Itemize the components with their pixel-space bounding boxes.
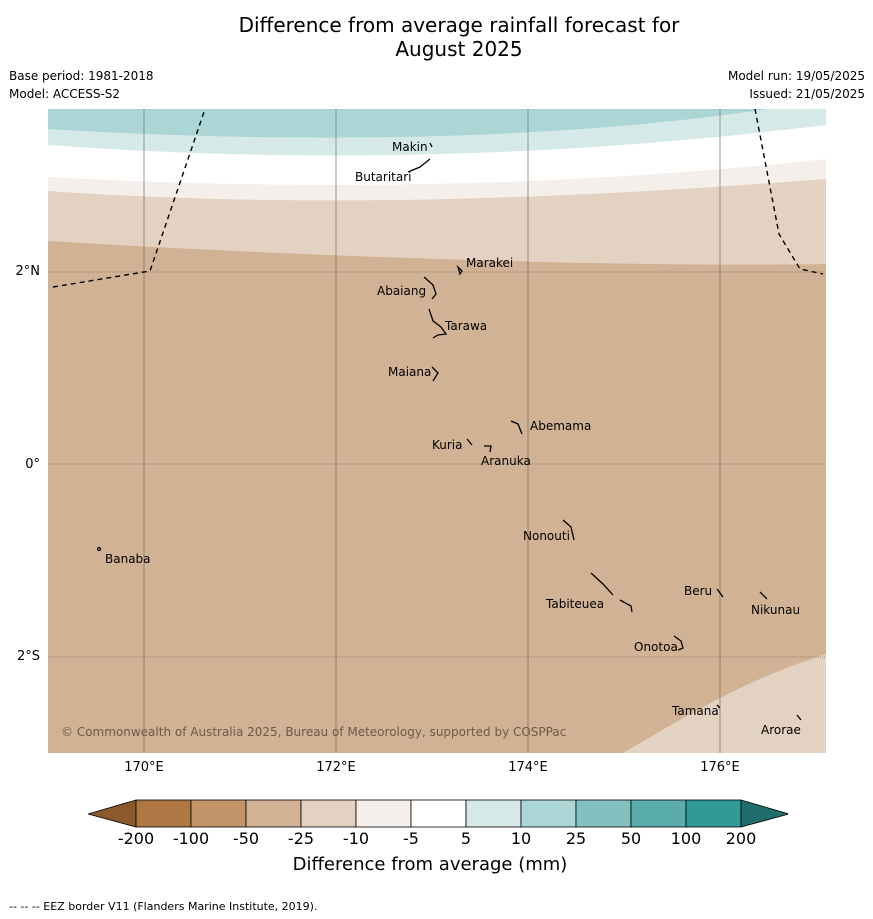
colorbar-segment	[575, 799, 632, 828]
label-banaba: Banaba	[105, 552, 151, 566]
label-nikunau: Nikunau	[751, 603, 800, 617]
colorbar-tick-label: 10	[510, 829, 532, 848]
label-arorae: Arorae	[761, 723, 801, 737]
rain-band-wet	[48, 109, 768, 138]
island-shape-makin	[429, 142, 433, 148]
colorbar-arrow-high	[740, 799, 791, 828]
island-shape-nikunau	[759, 591, 768, 600]
colorbar-tick-label: -10	[342, 829, 370, 848]
title-line-1: Difference from average rainfall forecas…	[238, 13, 680, 37]
colorbar-tick-label: 50	[620, 829, 642, 848]
label-maiana: Maiana	[388, 365, 431, 379]
label-aranuka: Aranuka	[481, 454, 531, 468]
colorbar-title: Difference from average (mm)	[292, 854, 568, 875]
island-shape-kuria	[466, 438, 473, 446]
lat-label-2n: 2°N	[15, 264, 41, 279]
island-shape-tamana	[716, 704, 721, 709]
model-run: Model run: 19/05/2025	[727, 69, 865, 83]
lon-label-174e: 174°E	[508, 760, 548, 775]
colorbar-arrow-low	[86, 799, 137, 828]
island-shape-arorae	[796, 714, 802, 721]
label-nonouti: Nonouti	[523, 529, 570, 543]
island-shape-onotoa	[673, 635, 684, 651]
parallels	[48, 271, 826, 658]
eez-line-east	[754, 109, 824, 275]
colorbar-segment	[300, 799, 357, 828]
island-shape-marakei	[456, 264, 463, 276]
island-shape-abemama	[510, 420, 523, 435]
colorbar-segment	[465, 799, 522, 828]
colorbar-tick-label: -100	[172, 829, 210, 848]
island-shape-tabiteuea	[590, 572, 633, 613]
island-shape-beru	[716, 588, 724, 598]
colorbar-segment	[410, 799, 467, 828]
copyright-notice: © Commonwealth of Australia 2025, Bureau…	[61, 725, 566, 739]
label-tabiteuea: Tabiteuea	[545, 597, 604, 611]
colorbar-tick-label: -200	[117, 829, 155, 848]
lat-label-0: 0°	[25, 457, 40, 472]
label-marakei: Marakei	[466, 256, 513, 270]
island-labels: Makin Butaritari Marakei Abaiang Tarawa …	[105, 140, 801, 737]
colorbar-graphic	[86, 799, 791, 828]
colorbar-segment	[520, 799, 577, 828]
rain-band-southeast	[623, 654, 826, 753]
label-tarawa: Tarawa	[444, 319, 487, 333]
map-title: Difference from average rainfall forecas…	[0, 13, 873, 61]
map-panel: Makin Butaritari Marakei Abaiang Tarawa …	[48, 109, 826, 753]
colorbar-segment	[190, 799, 247, 828]
label-makin: Makin	[392, 140, 428, 154]
lon-label-170e: 170°E	[124, 760, 164, 775]
label-tamana: Tamana	[671, 704, 719, 718]
meta-right: Model run: 19/05/2025 Issued: 21/05/2025	[728, 67, 865, 103]
label-abaiang: Abaiang	[377, 284, 426, 298]
eez-footnote: -- -- -- EEZ border V11 (Flanders Marine…	[9, 900, 318, 913]
lon-label-172e: 172°E	[316, 760, 356, 775]
colorbar-segment	[630, 799, 687, 828]
map-canvas: Makin Butaritari Marakei Abaiang Tarawa …	[48, 109, 826, 753]
eez-border	[52, 109, 824, 288]
graticule	[143, 109, 721, 753]
issued-date: Issued: 21/05/2025	[749, 87, 865, 101]
island-shape-aranuka	[484, 445, 492, 453]
title-line-2: August 2025	[395, 37, 523, 61]
colorbar-tick-label: 5	[460, 829, 472, 848]
colorbar-tick-label: -25	[287, 829, 315, 848]
colorbar-segment	[685, 799, 742, 828]
colorbar-tick-label: -5	[403, 829, 419, 848]
meta-left: Base period: 1981-2018 Model: ACCESS-S2	[9, 67, 154, 103]
colorbar-segment	[135, 799, 192, 828]
island-shape-butaritari	[407, 158, 431, 173]
island-shape-banaba	[96, 546, 102, 552]
colorbar-tick-label: 100	[670, 829, 702, 848]
island-shape-tarawa	[428, 308, 448, 339]
colorbar-segment	[355, 799, 412, 828]
colorbar-tick-label: 200	[725, 829, 757, 848]
base-period: Base period: 1981-2018	[9, 69, 154, 83]
lon-label-176e: 176°E	[700, 760, 740, 775]
island-outlines	[96, 142, 802, 721]
colorbar	[86, 799, 791, 829]
colorbar-segment	[245, 799, 302, 828]
island-shape-nonouti	[562, 519, 575, 541]
label-abemama: Abemama	[530, 419, 591, 433]
lat-label-2s: 2°S	[16, 649, 40, 664]
model-name: Model: ACCESS-S2	[9, 87, 121, 101]
colorbar-tick-label: -50	[232, 829, 260, 848]
label-onotoa: Onotoa	[634, 640, 678, 654]
label-kuria: Kuria	[432, 438, 463, 452]
island-shape-abaiang	[423, 276, 437, 300]
island-shape-maiana	[431, 366, 439, 382]
label-butaritari: Butaritari	[355, 170, 412, 184]
colorbar-tick-label: 25	[565, 829, 587, 848]
label-beru: Beru	[684, 584, 712, 598]
